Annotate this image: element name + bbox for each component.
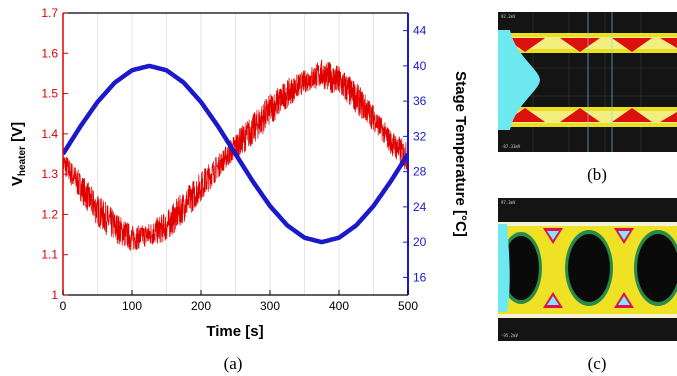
left-y-tick-label: 1.2 <box>41 207 58 221</box>
left-y-tick-label: 1.1 <box>41 248 58 262</box>
right-y-tick-label: 28 <box>413 165 427 179</box>
x-tick-label: 400 <box>329 299 349 313</box>
panel-c-eye-diagram: 97.3mV -95.2mV (c) <box>498 198 677 373</box>
eye-b-histogram <box>498 30 540 130</box>
left-y-tick-label: 1.6 <box>41 46 58 60</box>
panel-b-eye-diagram: 92.2mV -87.33mV (b) <box>498 12 677 184</box>
left-y-tick-label: 1.4 <box>41 127 58 141</box>
right-y-axis-label: Stage Temperature [°C] <box>452 71 469 237</box>
right-y-axis-ticks: 16 20 24 28 32 36 40 44 <box>403 24 427 284</box>
left-y-axis-label: Vheater [V] <box>9 122 28 186</box>
plot-area <box>63 59 408 252</box>
x-tick-label: 200 <box>191 299 211 313</box>
panel-a-caption: (a) <box>224 354 243 373</box>
right-y-tick-label: 20 <box>413 235 427 249</box>
scope-c-bottom-label: -95.2mV <box>501 333 518 338</box>
left-y-tick-label: 1.5 <box>41 87 58 101</box>
panel-b-caption: (b) <box>587 165 607 184</box>
x-tick-label: 300 <box>260 299 280 313</box>
left-y-axis-ticks: 1 1.1 1.2 1.3 1.4 1.5 1.6 1.7 <box>41 6 68 302</box>
x-tick-label: 500 <box>398 299 418 313</box>
left-y-tick-label: 1.7 <box>41 6 58 20</box>
right-y-tick-label: 44 <box>413 24 427 38</box>
heater-voltage-line <box>63 59 408 252</box>
eye-c-crossings <box>543 228 634 308</box>
left-y-tick-label: 1 <box>51 288 58 302</box>
right-y-tick-label: 40 <box>413 59 427 73</box>
right-y-tick-label: 16 <box>413 270 427 284</box>
scope-c-top-label: 97.3mV <box>501 200 516 205</box>
x-tick-label: 0 <box>60 299 67 313</box>
x-axis-label: Time [s] <box>206 323 263 340</box>
right-y-tick-label: 36 <box>413 94 427 108</box>
right-y-tick-label: 32 <box>413 129 427 143</box>
eye-c-histogram <box>498 224 510 312</box>
right-y-tick-label: 24 <box>413 200 427 214</box>
scope-b-top-label: 92.2mV <box>501 14 516 19</box>
eye-c-openings <box>500 230 677 306</box>
left-y-tick-label: 1.3 <box>41 167 58 181</box>
scope-b-bottom-label: -87.33mV <box>501 144 521 149</box>
eye-b-density-peaks <box>505 38 677 122</box>
x-axis-ticks: 0 100 200 300 400 500 <box>60 290 418 313</box>
panel-c-caption: (c) <box>588 354 607 373</box>
chart-a: 0 100 200 300 400 500 11.11.21.31.41.51.61.7 … <box>9 6 469 373</box>
x-tick-label: 100 <box>122 299 142 313</box>
